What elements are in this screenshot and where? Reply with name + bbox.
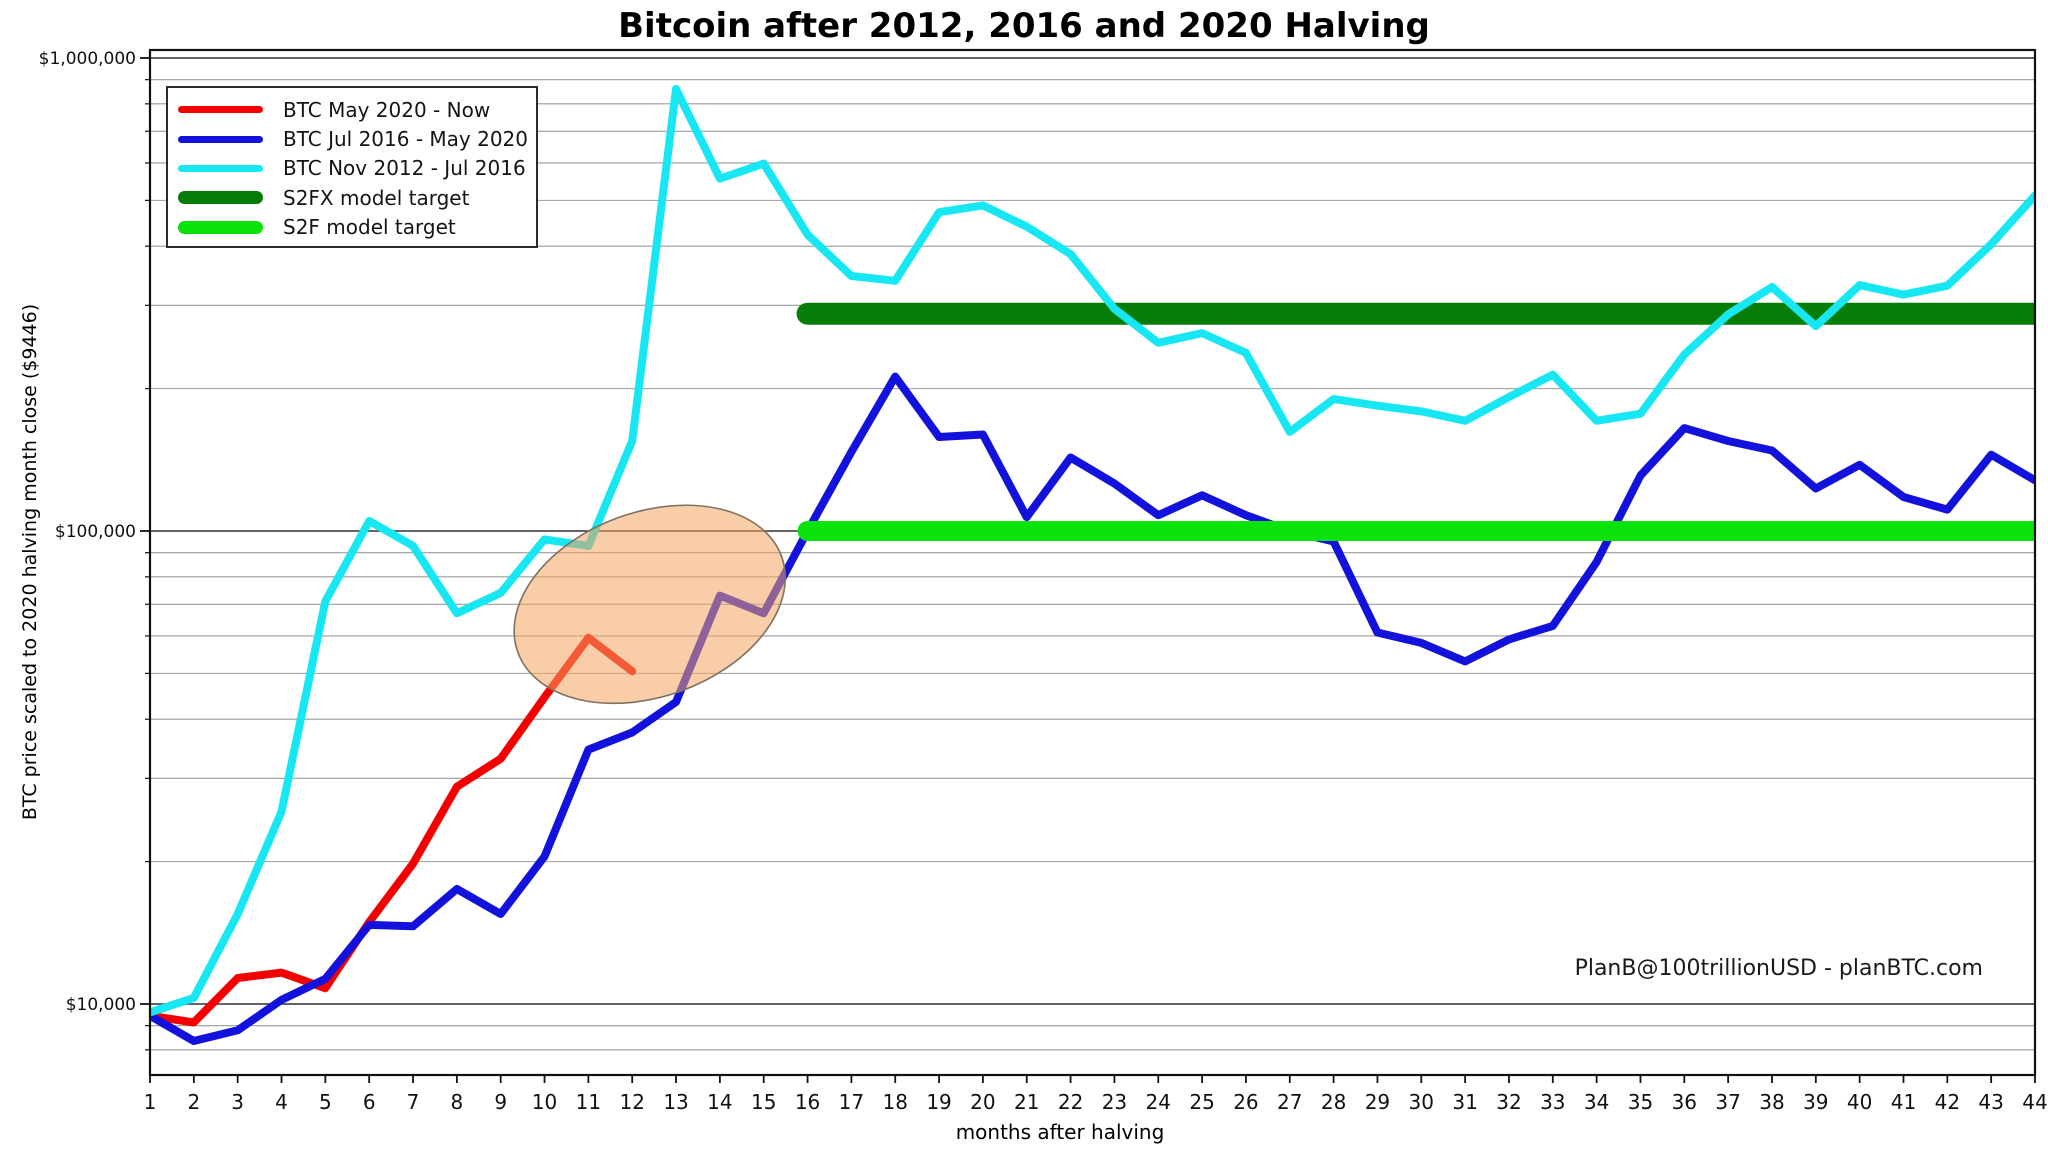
x-tick-label: 9 [494, 1090, 507, 1114]
chart-title: Bitcoin after 2012, 2016 and 2020 Halvin… [618, 6, 1430, 46]
x-tick-label: 26 [1233, 1090, 1258, 1114]
x-tick-label: 37 [1715, 1090, 1740, 1114]
x-tick-label: 38 [1759, 1090, 1784, 1114]
legend-row-btc-2016: BTC Jul 2016 - May 2020 [168, 124, 536, 153]
x-tick-label: 10 [532, 1090, 557, 1114]
data-layer [150, 85, 2035, 1045]
attribution-text: PlanB@100trillionUSD - planBTC.com [1574, 956, 1983, 981]
x-tick-label: 39 [1803, 1090, 1828, 1114]
legend-label: BTC May 2020 - Now [283, 97, 491, 122]
x-tick-label: 24 [1146, 1090, 1171, 1114]
legend-box: BTC May 2020 - Now BTC Jul 2016 - May 202… [166, 86, 538, 248]
x-tick-label: 44 [2022, 1090, 2047, 1114]
x-tick-label: 6 [363, 1090, 376, 1114]
x-tick-label: 33 [1540, 1090, 1565, 1114]
x-tick-label: 25 [1189, 1090, 1214, 1114]
x-tick-label: 18 [883, 1090, 908, 1114]
x-axis-label: months after halving [955, 1120, 1165, 1144]
legend-label: S2FX model target [283, 185, 470, 210]
legend-swatch-s2fx [178, 191, 263, 205]
x-tick-label: 4 [275, 1090, 288, 1114]
legend-swatch-s2f [178, 220, 263, 234]
x-tick-label: 23 [1102, 1090, 1127, 1114]
legend-swatch-btc-2012 [178, 164, 263, 172]
x-tick-label: 15 [751, 1090, 776, 1114]
x-tick-label: 19 [926, 1090, 951, 1114]
x-tick-label: 28 [1321, 1090, 1346, 1114]
x-tick-label: 7 [407, 1090, 420, 1114]
series-btc-2012 [150, 85, 2035, 1017]
x-tick-label: 36 [1672, 1090, 1697, 1114]
y-tick-label: $100,000 [55, 522, 136, 542]
x-tick-label: 12 [619, 1090, 644, 1114]
legend-row-btc-2012: BTC Nov 2012 - Jul 2016 [168, 154, 536, 183]
x-tick-label: 29 [1365, 1090, 1390, 1114]
x-tick-label: 13 [663, 1090, 688, 1114]
x-tick-label: 2 [187, 1090, 200, 1114]
x-tick-label: 32 [1496, 1090, 1521, 1114]
x-tick-label: 43 [1978, 1090, 2003, 1114]
x-tick-label: 8 [450, 1090, 463, 1114]
x-tick-label: 41 [1891, 1090, 1916, 1114]
x-tick-label: 1 [144, 1090, 157, 1114]
legend-label: S2F model target [283, 215, 456, 240]
legend-swatch-btc-2016 [178, 135, 263, 143]
x-tick-label: 21 [1014, 1090, 1039, 1114]
x-tick-label: 14 [707, 1090, 732, 1114]
legend-row-s2fx: S2FX model target [168, 183, 536, 212]
legend-label: BTC Jul 2016 - May 2020 [283, 127, 529, 152]
x-tick-label: 5 [319, 1090, 332, 1114]
plot-frame [148, 48, 2037, 1077]
legend-row-s2f: S2F model target [168, 213, 536, 242]
x-tick-label: 20 [970, 1090, 995, 1114]
x-tick-label: 30 [1409, 1090, 1434, 1114]
x-tick-label: 16 [795, 1090, 820, 1114]
x-tick-label: 22 [1058, 1090, 1083, 1114]
x-tick-label: 17 [839, 1090, 864, 1114]
y-tick-label: $10,000 [66, 995, 136, 1015]
x-tick-label: 27 [1277, 1090, 1302, 1114]
y-tick-label: $1,000,000 [39, 49, 136, 69]
highlight-ellipse [513, 504, 787, 705]
x-tick-label: 34 [1584, 1090, 1609, 1114]
legend-row-btc-2020: BTC May 2020 - Now [168, 95, 536, 124]
x-tick-label: 31 [1452, 1090, 1477, 1114]
x-tick-label: 3 [231, 1090, 244, 1114]
legend-label: BTC Nov 2012 - Jul 2016 [283, 156, 526, 181]
x-tick-label: 11 [576, 1090, 601, 1114]
series-btc-2020 [150, 633, 637, 1027]
legend-swatch-btc-2020 [178, 106, 263, 114]
x-tick-label: 40 [1847, 1090, 1872, 1114]
x-tick-label: 42 [1935, 1090, 1960, 1114]
series-btc-2016 [150, 372, 2035, 1045]
x-tick-label: 35 [1628, 1090, 1653, 1114]
